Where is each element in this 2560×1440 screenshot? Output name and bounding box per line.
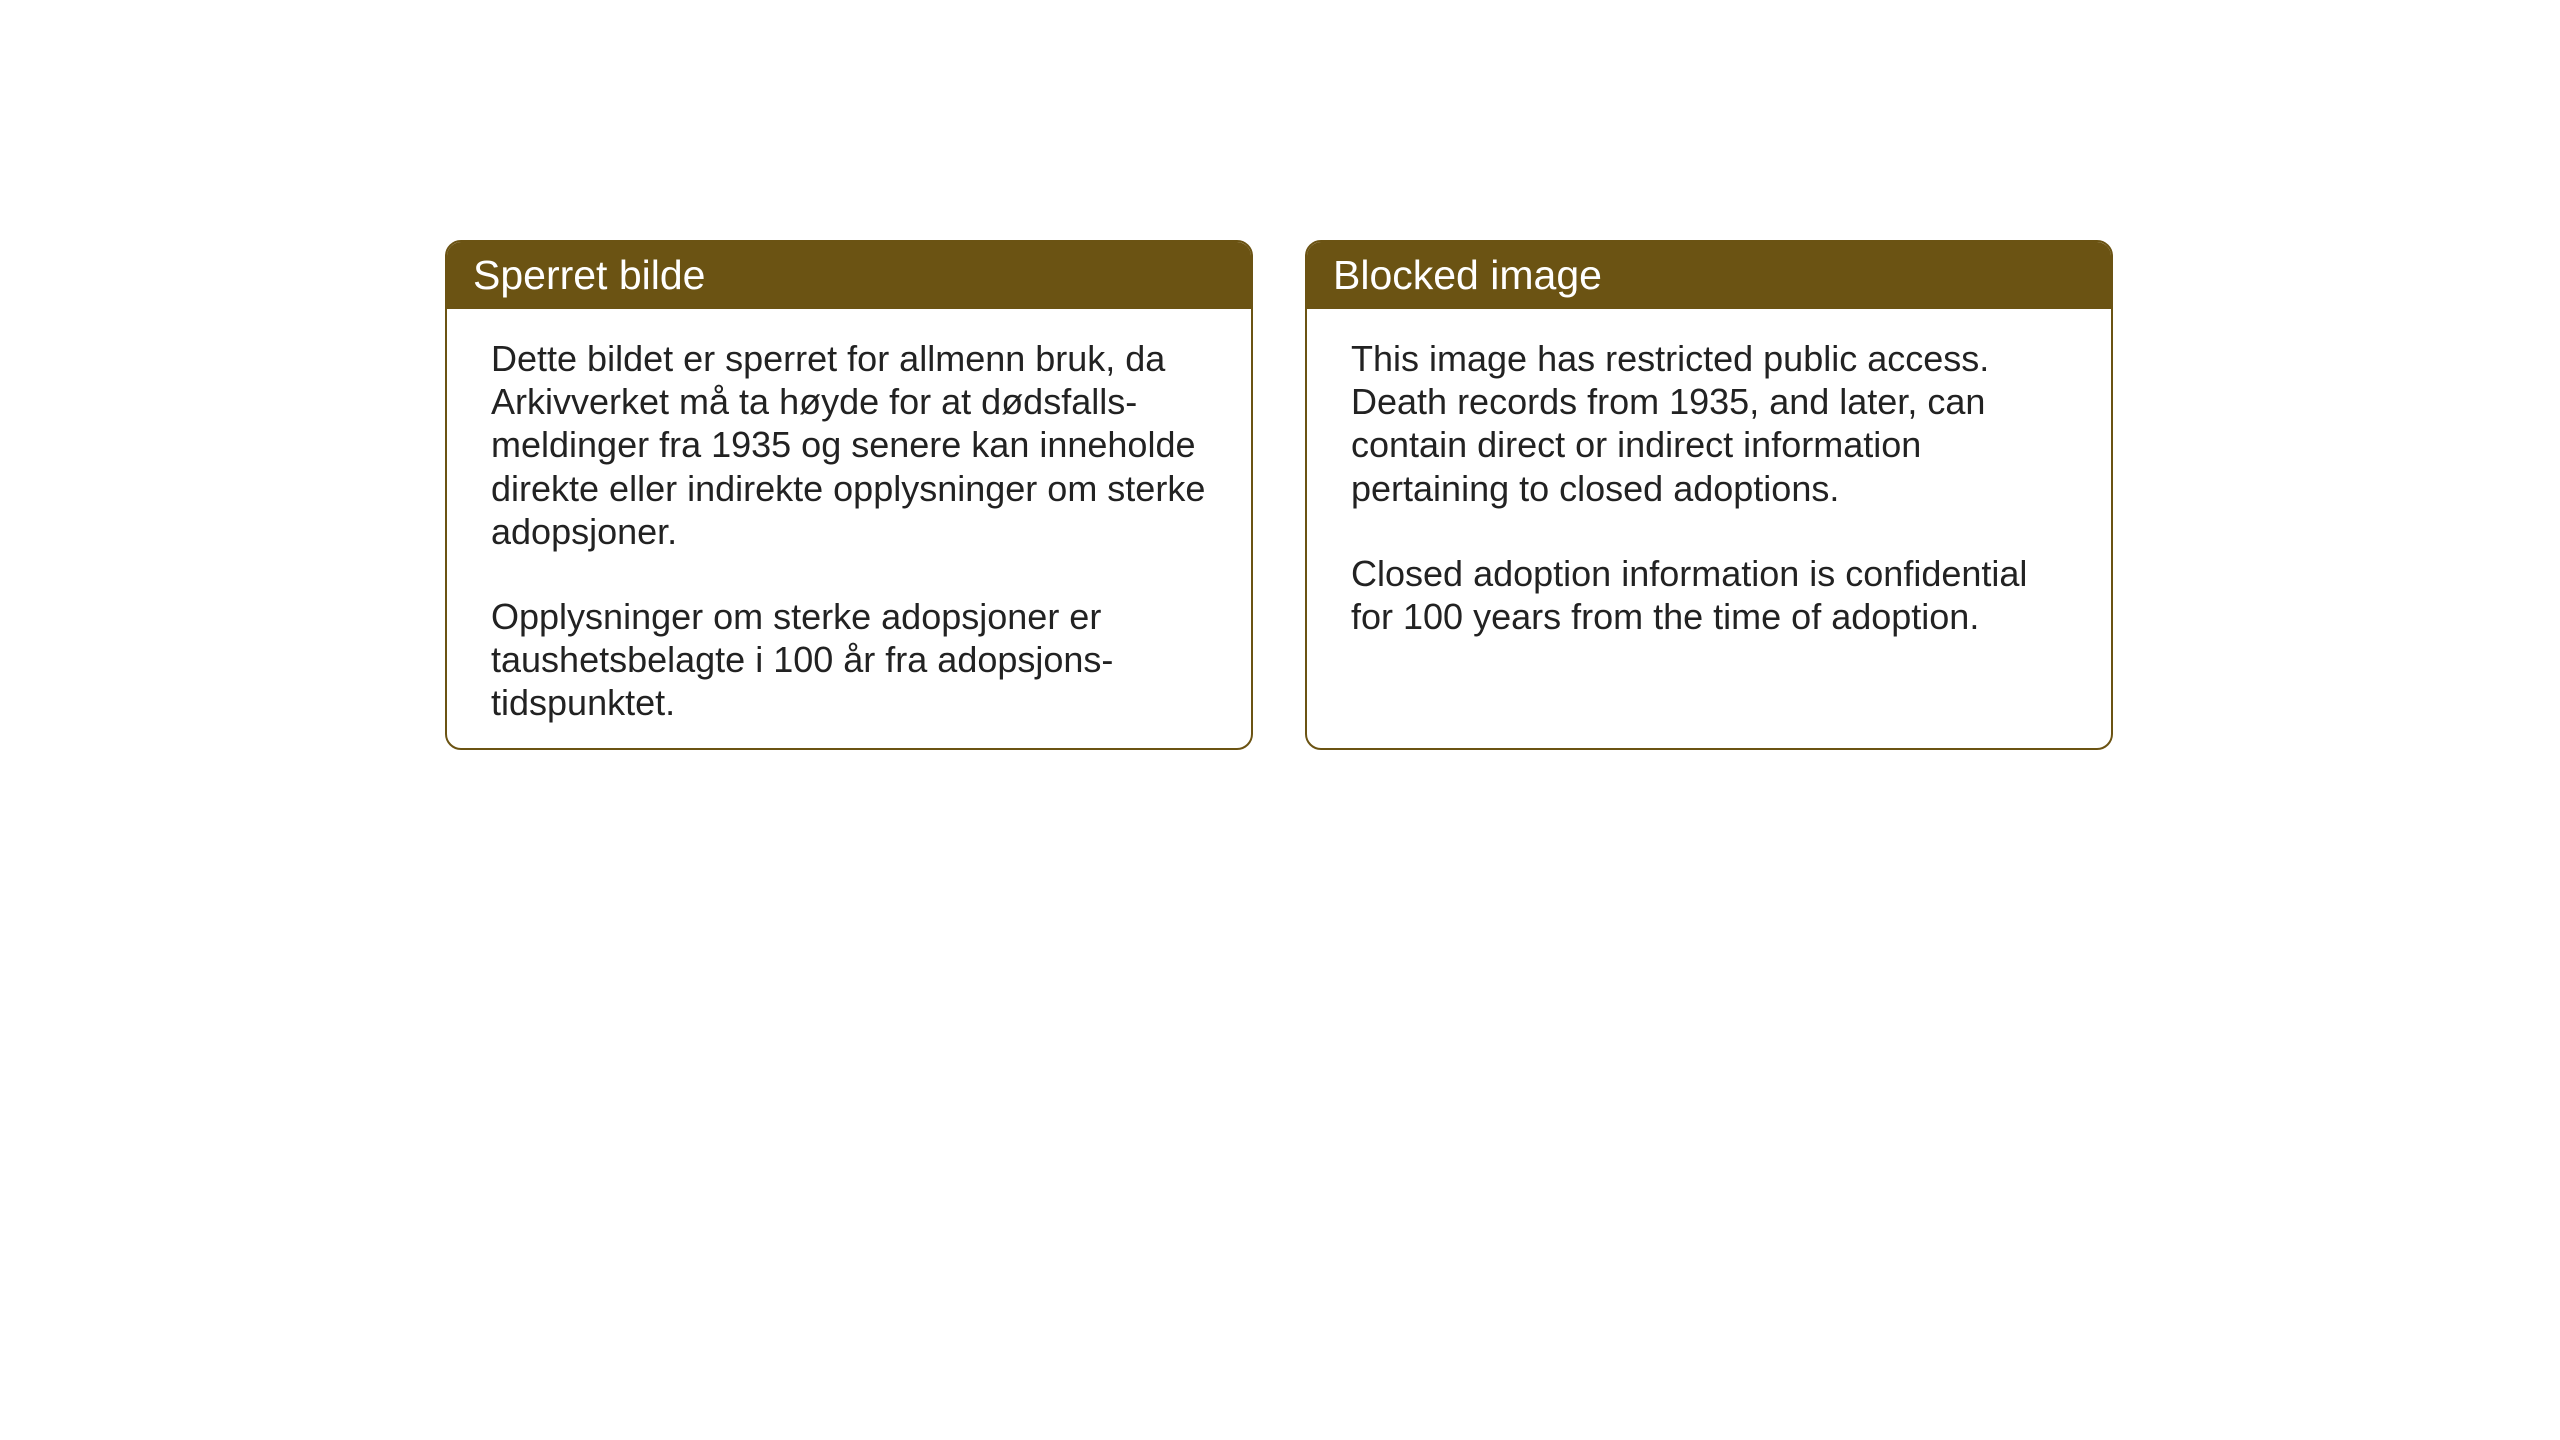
- english-paragraph-1: This image has restricted public access.…: [1351, 337, 2067, 510]
- norwegian-card: Sperret bilde Dette bildet er sperret fo…: [445, 240, 1253, 750]
- english-card-header: Blocked image: [1307, 242, 2111, 309]
- norwegian-card-body: Dette bildet er sperret for allmenn bruk…: [447, 309, 1251, 750]
- english-paragraph-2: Closed adoption information is confident…: [1351, 552, 2067, 638]
- norwegian-paragraph-2: Opplysninger om sterke adopsjoner er tau…: [491, 595, 1207, 725]
- norwegian-card-header: Sperret bilde: [447, 242, 1251, 309]
- norwegian-card-title: Sperret bilde: [473, 252, 705, 298]
- english-card-title: Blocked image: [1333, 252, 1602, 298]
- cards-container: Sperret bilde Dette bildet er sperret fo…: [0, 0, 2560, 750]
- english-card-body: This image has restricted public access.…: [1307, 309, 2111, 666]
- english-card: Blocked image This image has restricted …: [1305, 240, 2113, 750]
- norwegian-paragraph-1: Dette bildet er sperret for allmenn bruk…: [491, 337, 1207, 553]
